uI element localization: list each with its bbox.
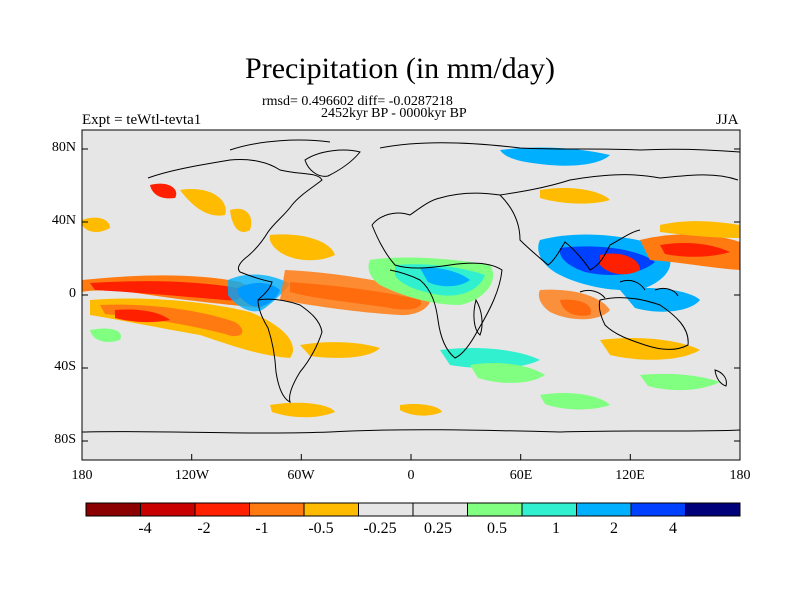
x-label-180e: 180 bbox=[729, 468, 751, 483]
x-label-60e: 60E bbox=[509, 468, 533, 483]
y-label-80n: 80N bbox=[51, 140, 76, 155]
colorbar-label: -2 bbox=[197, 520, 211, 537]
x-label-180w: 180 bbox=[71, 468, 93, 483]
colorbar-label: 0.5 bbox=[487, 520, 507, 537]
y-ticks bbox=[82, 148, 740, 442]
map-title: Precipitation (in mm/day) bbox=[245, 52, 555, 85]
colorbar-box bbox=[685, 502, 741, 517]
colorbar-box bbox=[194, 502, 250, 517]
colorbar-label: 0.25 bbox=[424, 520, 452, 537]
x-label-60w: 60W bbox=[287, 468, 315, 483]
y-label-80s: 80S bbox=[54, 432, 76, 447]
colorbar-box bbox=[85, 502, 141, 517]
colorbar-label: -4 bbox=[138, 520, 152, 537]
x-ticks bbox=[81, 454, 741, 460]
colorbar-label: -0.5 bbox=[308, 520, 334, 537]
colorbar-box bbox=[630, 502, 686, 517]
colorbar-box bbox=[576, 502, 632, 517]
x-label-120w: 120W bbox=[174, 468, 210, 483]
season-label: JJA bbox=[716, 112, 739, 128]
stats-line: rmsd= 0.496602 diff= -0.0287218 bbox=[262, 94, 453, 109]
x-label-120e: 120E bbox=[615, 468, 645, 483]
colorbar-box bbox=[412, 502, 468, 517]
colorbar-box bbox=[249, 502, 305, 517]
colorbar bbox=[85, 502, 741, 517]
y-label-0: 0 bbox=[69, 286, 76, 301]
coastlines bbox=[82, 139, 740, 434]
period-line: 2452kyr BP - 0000kyr BP bbox=[321, 106, 467, 121]
x-label-0: 0 bbox=[407, 468, 415, 483]
colorbar-label: 1 bbox=[552, 520, 560, 537]
colorbar-box bbox=[521, 502, 577, 517]
colorbar-box bbox=[358, 502, 414, 517]
colorbar-box bbox=[140, 502, 196, 517]
colorbar-label: 2 bbox=[610, 520, 618, 537]
colorbar-label: -0.25 bbox=[363, 520, 397, 537]
anomaly-fields bbox=[82, 147, 740, 418]
colorbar-box bbox=[467, 502, 523, 517]
colorbar-box bbox=[303, 502, 359, 517]
experiment-label: Expt = teWtl-tevta1 bbox=[82, 112, 202, 128]
y-label-40s: 40S bbox=[54, 359, 76, 374]
y-label-40n: 40N bbox=[51, 213, 76, 228]
colorbar-label: 4 bbox=[669, 520, 677, 537]
colorbar-label: -1 bbox=[255, 520, 269, 537]
